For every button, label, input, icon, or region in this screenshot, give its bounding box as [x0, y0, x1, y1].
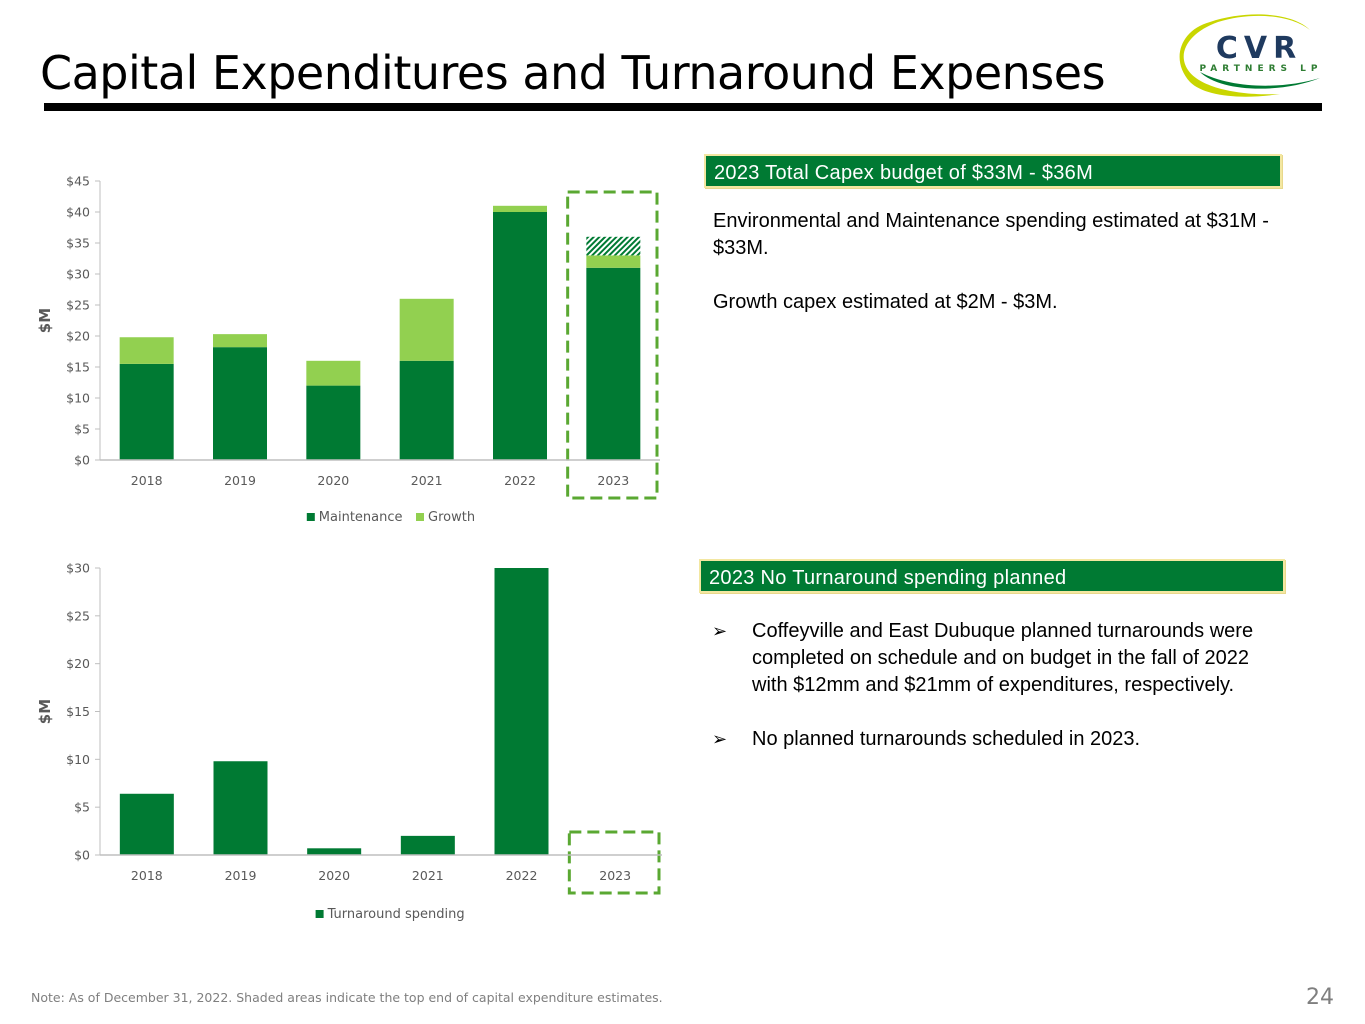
legend-label: Turnaround spending	[327, 907, 465, 922]
legend-label: Growth	[428, 510, 475, 525]
highlight-box	[567, 830, 661, 895]
capex-paragraph-maintenance: Environmental and Maintenance spending e…	[713, 210, 1269, 259]
capex-paragraph-growth: Growth capex estimated at $2M - $3M.	[713, 291, 1058, 313]
x-tick-label: 2023	[599, 868, 631, 883]
bar-growth	[493, 205, 547, 212]
footnote: Note: As of December 31, 2022. Shaded ar…	[31, 990, 663, 1005]
x-tick-label: 2021	[411, 473, 443, 488]
y-tick-label: $30	[66, 561, 90, 576]
y-tick-label: $15	[66, 360, 90, 375]
bar-growth	[399, 298, 454, 361]
x-tick-label: 2018	[131, 473, 163, 488]
bar-growth	[213, 334, 267, 348]
arrow-bullet-icon: ➢	[712, 729, 728, 749]
y-tick-label: $25	[66, 608, 90, 623]
bar-turnaround-spending	[213, 761, 268, 855]
y-tick-label: $45	[66, 174, 90, 189]
x-tick-label: 2023	[597, 473, 629, 488]
highlight-box	[566, 190, 659, 500]
x-tick-label: 2018	[131, 868, 163, 883]
bar-growth	[119, 337, 174, 364]
y-tick-label: $20	[66, 329, 90, 344]
capex-text: Environmental and Maintenance spending e…	[713, 208, 1283, 316]
bar-maintenance	[399, 360, 454, 460]
legend-swatch	[416, 513, 424, 521]
x-tick-label: 2020	[317, 473, 349, 488]
bar-maintenance	[586, 267, 641, 460]
turnaround-callout: 2023 No Turnaround spending planned	[699, 559, 1285, 593]
legend-swatch	[315, 910, 324, 918]
bar-turnaround-spending	[494, 568, 549, 855]
y-tick-label: $0	[74, 453, 90, 468]
bullet-item: ➢ Coffeyville and East Dubuque planned t…	[712, 618, 1272, 699]
x-tick-label: 2022	[504, 473, 536, 488]
y-tick-label: $25	[66, 298, 90, 313]
bar-growth	[306, 360, 361, 386]
y-tick-label: $20	[66, 656, 90, 671]
x-tick-label: 2021	[412, 868, 444, 883]
y-axis-label: $M	[36, 308, 54, 333]
logo-wordmark: CVR	[1216, 31, 1302, 66]
x-tick-label: 2022	[506, 868, 538, 883]
x-tick-label: 2019	[224, 473, 256, 488]
bar-turnaround-spending	[119, 793, 174, 855]
bar-turnaround-spending	[400, 835, 455, 855]
bullet-text: Coffeyville and East Dubuque planned tur…	[752, 620, 1254, 696]
turnaround-bullets: ➢ Coffeyville and East Dubuque planned t…	[712, 618, 1272, 780]
y-tick-label: $10	[66, 752, 90, 767]
capex-chart: $0 $5 $10 $15 $20 $25 $30 $35 $40 $45 $M 2018 2019 20…	[36, 174, 660, 525]
bullet-item: ➢ No planned turnarounds scheduled in 20…	[712, 726, 1272, 753]
y-tick-label: $0	[74, 848, 90, 863]
arrow-bullet-icon: ➢	[712, 621, 728, 641]
bar-turnaround-spending	[307, 848, 362, 855]
x-tick-label: 2019	[225, 868, 257, 883]
page-number: 24	[1306, 985, 1334, 1010]
y-tick-label: $5	[74, 422, 90, 437]
bar-maintenance	[213, 347, 267, 460]
y-tick-label: $35	[66, 236, 90, 251]
x-tick-label: 2020	[318, 868, 350, 883]
y-tick-label: $15	[66, 704, 90, 719]
y-tick-label: $40	[66, 205, 90, 220]
bar-maintenance	[493, 212, 547, 460]
bar-growth	[586, 255, 641, 268]
title-divider	[44, 103, 1322, 111]
y-axis-label: $M	[36, 699, 54, 724]
turnaround-chart: $0 $5 $10 $15 $20 $25 $30 $M 2018 2019 2020 2021 202…	[36, 561, 662, 922]
legend-label: Maintenance	[319, 510, 403, 525]
page-title: Capital Expenditures and Turnaround Expe…	[40, 46, 1106, 100]
bar-maintenance	[306, 385, 361, 460]
y-tick-label: $5	[74, 800, 90, 815]
legend-swatch	[306, 513, 315, 521]
capex-callout: 2023 Total Capex budget of $33M - $36M	[704, 154, 1282, 188]
bar-estimate-hatched	[586, 236, 641, 256]
bar-maintenance	[119, 363, 174, 460]
bullet-text: No planned turnarounds scheduled in 2023…	[752, 728, 1141, 750]
logo-subtitle: PARTNERS LP	[1200, 64, 1323, 74]
company-logo: CVR PARTNERS LP	[1179, 14, 1323, 97]
y-tick-label: $30	[66, 267, 90, 282]
y-tick-label: $10	[66, 391, 90, 406]
